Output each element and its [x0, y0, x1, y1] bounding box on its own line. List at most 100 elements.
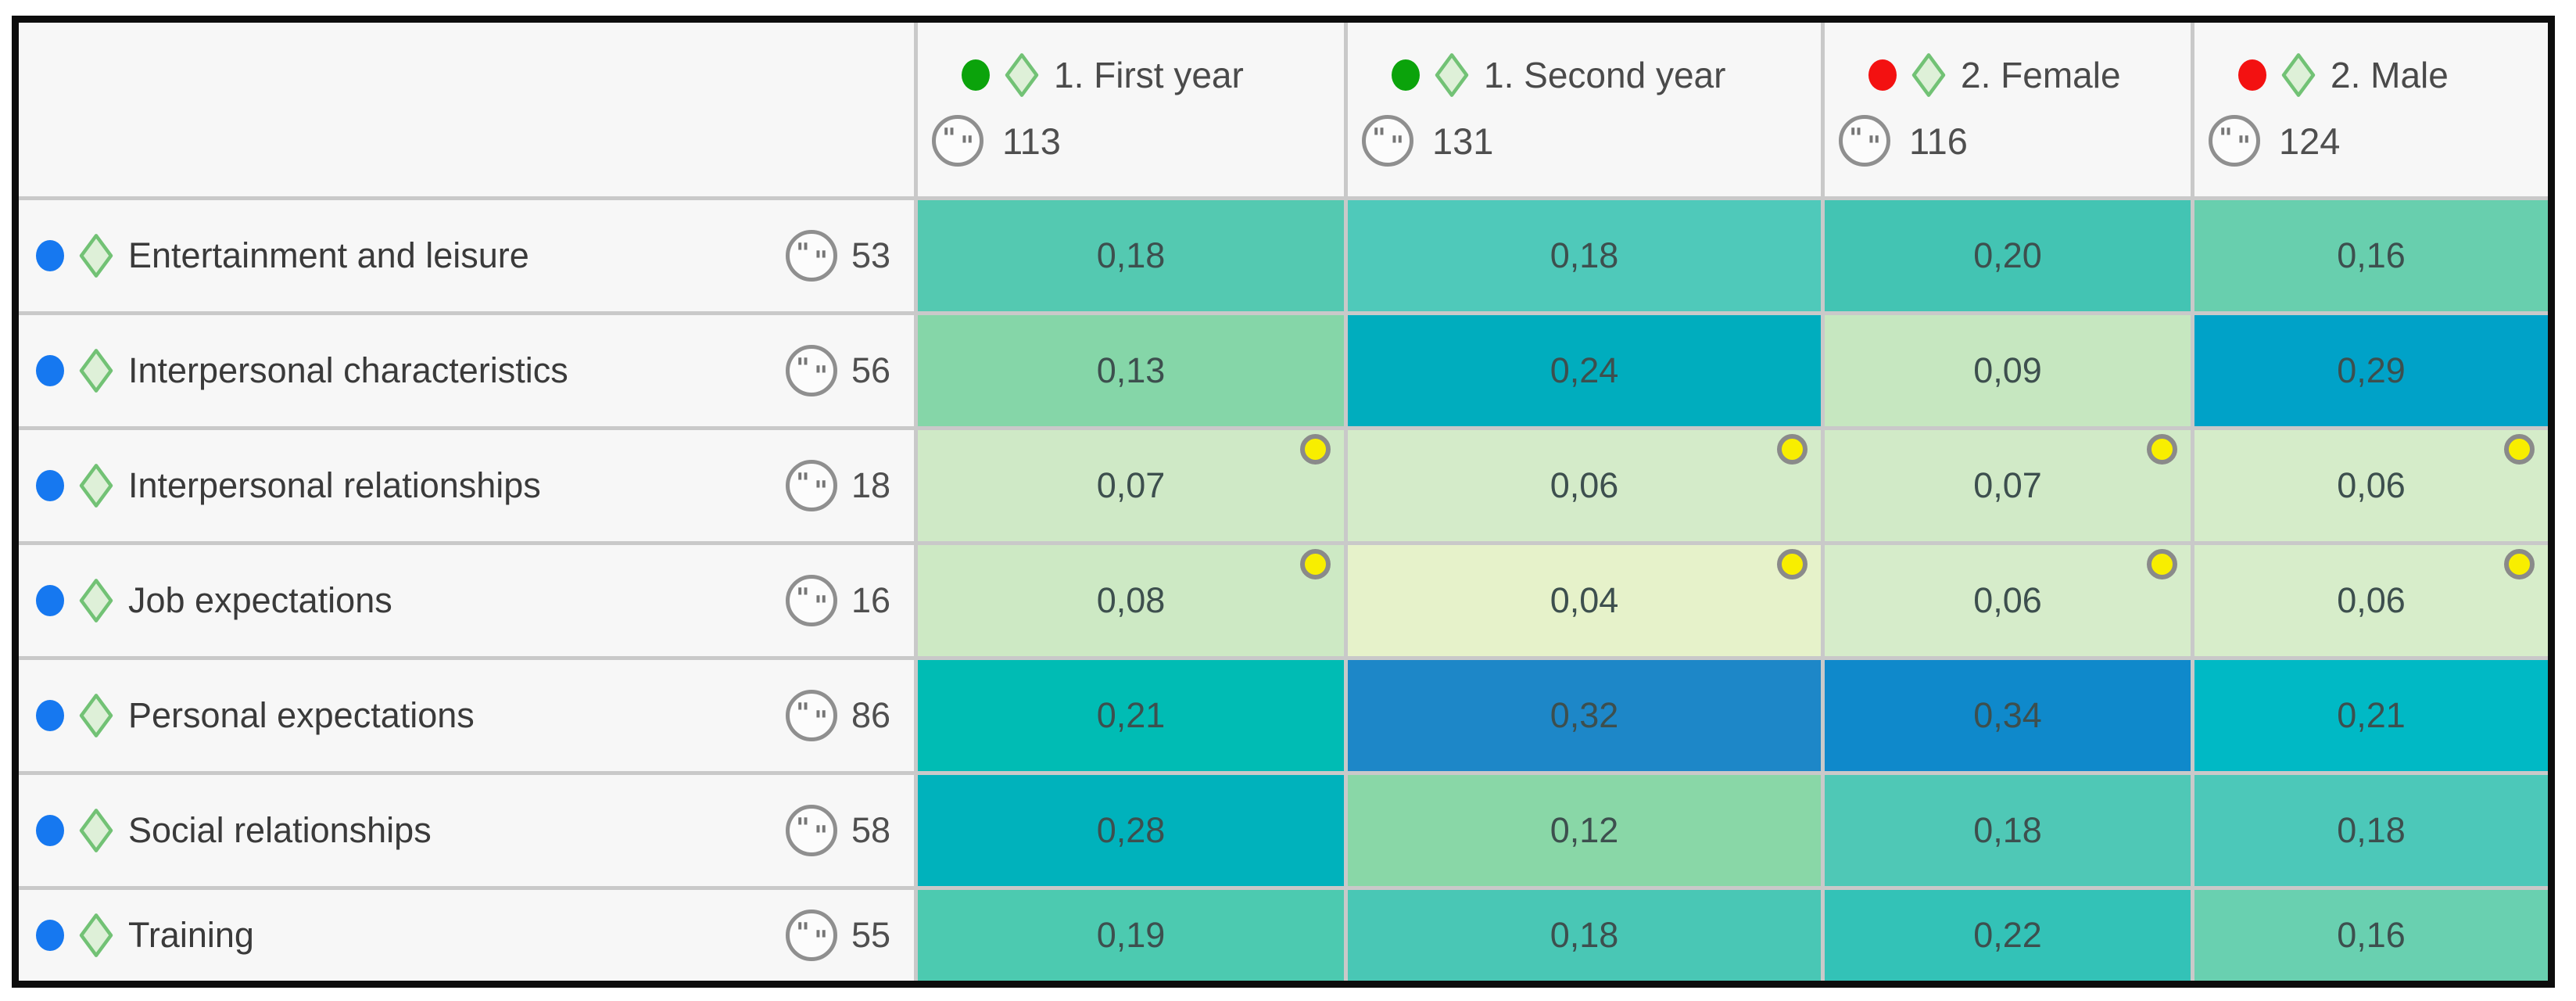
column-label: 2. Male: [2331, 55, 2449, 95]
cell-value: 0,21: [2337, 695, 2406, 735]
cell-value: 0,29: [2337, 350, 2406, 390]
column-header-count: " " 116: [1839, 115, 2191, 167]
column-header-title: 2. Female: [1868, 52, 2191, 98]
matrix-cell[interactable]: 0,08: [918, 545, 1344, 656]
matrix-cell[interactable]: 0,07: [1825, 430, 2191, 541]
column-label: 1. First year: [1054, 55, 1244, 95]
segment-count: 86: [851, 695, 890, 735]
coded-segments-icon: " ": [785, 910, 837, 961]
row-header[interactable]: Personal expectations " " 86: [19, 660, 914, 771]
segment-count: 131: [1432, 120, 1494, 162]
cell-value: 0,21: [1096, 695, 1166, 735]
matrix-cell[interactable]: 0,18: [1348, 890, 1821, 981]
matrix-cell[interactable]: 0,13: [918, 315, 1344, 426]
row-label: Training: [128, 915, 254, 955]
column-header[interactable]: 1. First year " " 113: [918, 23, 1344, 196]
matrix-cell[interactable]: 0,18: [1348, 200, 1821, 311]
coded-segments-icon: " ": [2209, 115, 2260, 167]
matrix-cell[interactable]: 0,06: [1348, 430, 1821, 541]
column-header-count: " " 131: [1362, 115, 1821, 167]
matrix-cell[interactable]: 0,32: [1348, 660, 1821, 771]
cell-value: 0,18: [1096, 235, 1166, 275]
matrix-cell[interactable]: 0,16: [2194, 890, 2548, 981]
code-diamond-icon: [79, 464, 113, 508]
yellow-flag-icon: [1300, 549, 1331, 579]
cell-value: 0,12: [1550, 810, 1619, 850]
column-header-count: " " 113: [932, 115, 1344, 167]
matrix-cell[interactable]: 0,18: [918, 200, 1344, 311]
matrix-cell[interactable]: 0,09: [1825, 315, 2191, 426]
matrix-cell[interactable]: 0,19: [918, 890, 1344, 981]
row-header[interactable]: Interpersonal relationships " " 18: [19, 430, 914, 541]
coded-segments-icon: " ": [932, 115, 983, 167]
matrix-cell[interactable]: 0,18: [1825, 775, 2191, 886]
yellow-flag-icon: [2504, 549, 2535, 579]
code-color-dot-icon: [36, 240, 64, 271]
cell-value: 0,13: [1096, 350, 1166, 390]
segment-count: 56: [851, 350, 890, 390]
matrix-cell[interactable]: 0,20: [1825, 200, 2191, 311]
code-color-dot-icon: [36, 470, 64, 501]
row-header[interactable]: Interpersonal characteristics " " 56: [19, 315, 914, 426]
coded-segments-icon: " ": [785, 460, 837, 511]
row-header[interactable]: Entertainment and leisure " " 53: [19, 200, 914, 311]
corner-cell: [19, 23, 914, 196]
matrix-cell[interactable]: 0,18: [2194, 775, 2548, 886]
column-header-count: " " 124: [2209, 115, 2548, 167]
code-color-dot-icon: [36, 585, 64, 616]
cell-value: 0,18: [1973, 810, 2042, 850]
code-color-dot-icon: [36, 355, 64, 386]
column-header[interactable]: 2. Male " " 124: [2194, 23, 2548, 196]
matrix-cell[interactable]: 0,21: [2194, 660, 2548, 771]
matrix-cell[interactable]: 0,06: [1825, 545, 2191, 656]
coded-segments-icon: " ": [785, 805, 837, 856]
matrix-cell[interactable]: 0,29: [2194, 315, 2548, 426]
matrix-cell[interactable]: 0,06: [2194, 430, 2548, 541]
cell-value: 0,16: [2337, 235, 2406, 275]
segment-count: 55: [851, 915, 890, 955]
cell-value: 0,07: [1096, 465, 1166, 505]
cell-value: 0,32: [1550, 695, 1619, 735]
cell-value: 0,09: [1973, 350, 2042, 390]
row-label: Job expectations: [128, 580, 392, 620]
yellow-flag-icon: [1777, 549, 1807, 579]
matrix-cell[interactable]: 0,22: [1825, 890, 2191, 981]
segment-count: 53: [851, 235, 890, 275]
matrix-cell[interactable]: 0,07: [918, 430, 1344, 541]
yellow-flag-icon: [1300, 434, 1331, 465]
row-header[interactable]: Job expectations " " 16: [19, 545, 914, 656]
code-diamond-icon: [1005, 53, 1039, 97]
group-color-dot-icon: [2238, 59, 2266, 91]
code-diamond-icon: [1911, 53, 1946, 97]
column-header[interactable]: 1. Second year " " 131: [1348, 23, 1821, 196]
coded-segments-icon: " ": [785, 230, 837, 282]
cell-value: 0,07: [1973, 465, 2042, 505]
coded-segments-icon: " ": [785, 575, 837, 626]
column-header[interactable]: 2. Female " " 116: [1825, 23, 2191, 196]
row-header[interactable]: Social relationships " " 58: [19, 775, 914, 886]
matrix-cell[interactable]: 0,28: [918, 775, 1344, 886]
cell-value: 0,19: [1096, 915, 1166, 955]
matrix-cell[interactable]: 0,16: [2194, 200, 2548, 311]
matrix-cell[interactable]: 0,34: [1825, 660, 2191, 771]
code-diamond-icon: [2281, 53, 2316, 97]
cell-value: 0,06: [2337, 580, 2406, 620]
code-color-dot-icon: [36, 920, 64, 951]
cell-value: 0,04: [1550, 580, 1619, 620]
yellow-flag-icon: [1777, 434, 1807, 465]
row-label: Interpersonal relationships: [128, 465, 541, 505]
row-header[interactable]: Training " " 55: [19, 890, 914, 981]
cell-value: 0,06: [1973, 580, 2042, 620]
group-color-dot-icon: [962, 59, 990, 91]
matrix-cell[interactable]: 0,12: [1348, 775, 1821, 886]
code-diamond-icon: [79, 694, 113, 737]
matrix-cell[interactable]: 0,06: [2194, 545, 2548, 656]
matrix-cell[interactable]: 0,21: [918, 660, 1344, 771]
cell-value: 0,18: [2337, 810, 2406, 850]
matrix-cell[interactable]: 0,04: [1348, 545, 1821, 656]
segment-count: 113: [1002, 120, 1061, 162]
code-color-dot-icon: [36, 700, 64, 731]
cell-value: 0,18: [1550, 235, 1619, 275]
row-label: Entertainment and leisure: [128, 235, 529, 275]
matrix-cell[interactable]: 0,24: [1348, 315, 1821, 426]
